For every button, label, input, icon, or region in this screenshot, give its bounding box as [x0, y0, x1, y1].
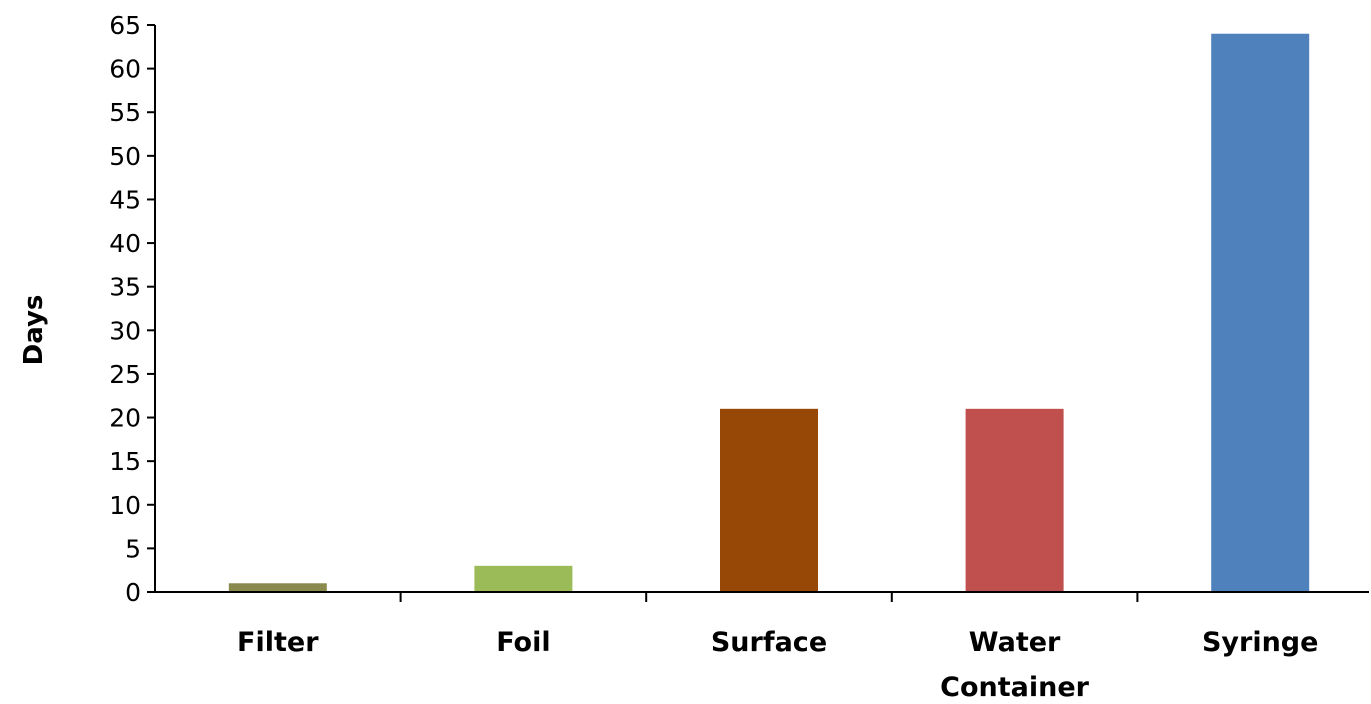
y-tick-label: 50 [109, 142, 141, 171]
bars [228, 33, 1310, 592]
x-category-label: Syringe [1202, 627, 1318, 658]
bar-surface [720, 408, 818, 592]
y-tick-label: 0 [125, 578, 141, 607]
bar-foil [474, 565, 573, 592]
bar-syringe [1211, 33, 1310, 592]
y-tick-label: 5 [125, 534, 141, 563]
y-tick-label: 65 [109, 11, 141, 40]
x-category-label: Filter [237, 627, 319, 658]
y-tick-label: 10 [109, 491, 141, 520]
x-category-label: Surface [711, 627, 827, 658]
y-tick-label: 60 [109, 55, 141, 84]
bar-filter [228, 583, 327, 592]
x-category-label: Water Container [940, 627, 1090, 703]
y-tick-label: 30 [109, 316, 141, 345]
y-tick-label: 40 [109, 229, 141, 258]
x-axis-labels: Filter Foil Surface Water Container Syringe [237, 592, 1318, 703]
y-tick-label: 25 [109, 360, 141, 389]
y-tick-label: 15 [109, 447, 141, 476]
y-tick-label: 45 [109, 185, 141, 214]
y-tick-label: 55 [109, 98, 141, 127]
y-tick-label: 20 [109, 404, 141, 433]
x-category-label: Foil [496, 627, 550, 658]
bar-water-container [965, 408, 1064, 592]
y-tick-label: 35 [109, 273, 141, 302]
y-axis-ticks: 0 5 10 15 20 25 30 35 40 45 50 55 60 65 [109, 11, 155, 607]
y-axis-title: Days [19, 295, 49, 366]
